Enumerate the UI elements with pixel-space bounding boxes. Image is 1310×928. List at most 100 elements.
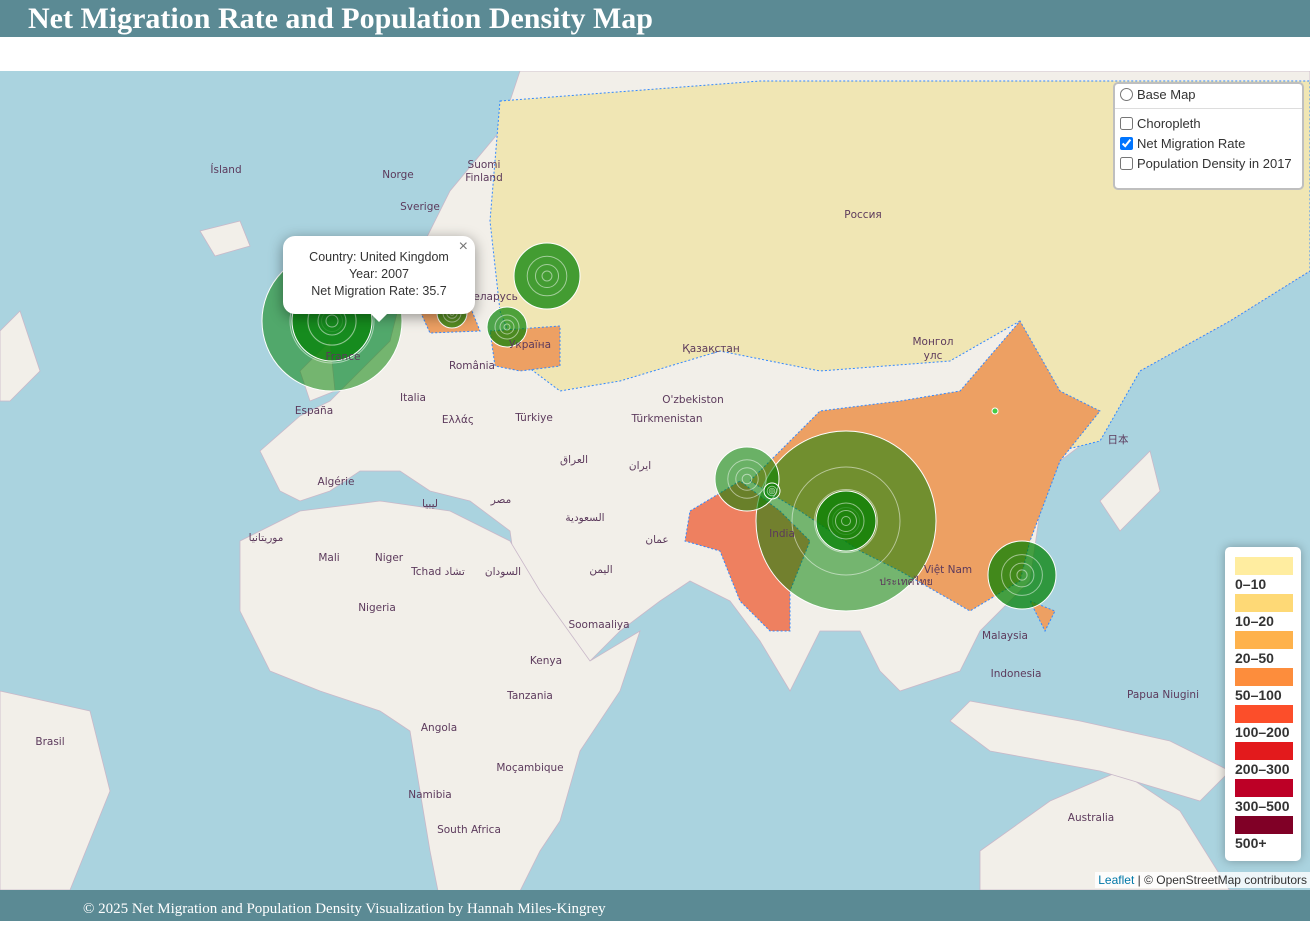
legend-swatch	[1235, 631, 1293, 649]
circle-ring	[766, 485, 778, 497]
attribution-text: | © OpenStreetMap contributors	[1137, 873, 1307, 887]
place-label: Türkiye	[514, 412, 553, 424]
overlay-label: Net Migration Rate	[1137, 135, 1246, 151]
migration-circle	[513, 242, 581, 310]
base-layer[interactable]: Base Map	[1115, 84, 1302, 104]
place-label: Algérie	[318, 476, 355, 488]
place-label: O'zbekiston	[662, 394, 723, 406]
circle-ring	[841, 516, 851, 526]
place-label: اليمن	[589, 564, 612, 576]
place-label: Sverige	[400, 201, 440, 213]
overlay-option[interactable]: Choropleth	[1115, 113, 1302, 133]
place-label: Niger	[375, 552, 404, 564]
legend-label: 200–300	[1235, 761, 1290, 777]
legend-swatch	[1235, 668, 1293, 686]
migration-circle	[486, 306, 528, 348]
legend-label: 500+	[1235, 835, 1267, 851]
legend-label: 50–100	[1235, 687, 1282, 703]
popup-line: Country: United Kingdom	[309, 250, 449, 264]
checkbox[interactable]	[1120, 116, 1133, 130]
checkbox[interactable]	[1120, 156, 1133, 170]
migration-circle	[714, 446, 780, 512]
overlay-label: Choropleth	[1137, 115, 1201, 131]
place-label: Mali	[318, 552, 339, 564]
circle-ring	[741, 473, 753, 485]
circle-ring	[526, 255, 568, 297]
legend-label: 300–500	[1235, 798, 1290, 814]
place-label: Ísland	[210, 163, 241, 176]
place-label: Tanzania	[506, 690, 553, 702]
legend-label: 100–200	[1235, 724, 1290, 740]
place-label: Moçambique	[496, 762, 563, 774]
circle-ring	[1009, 562, 1035, 588]
place-label: Қазақстан	[682, 343, 739, 355]
place-label: Namibia	[408, 789, 451, 801]
circle-ring	[534, 263, 560, 289]
place-label: Brasil	[35, 736, 64, 748]
popup-line: Year: 2007	[348, 267, 409, 281]
checkbox[interactable]	[1120, 136, 1133, 150]
circle-ring	[541, 270, 553, 282]
legend-swatch	[1235, 705, 1293, 723]
legend-label: 20–50	[1235, 650, 1274, 666]
place-label: улс	[924, 350, 943, 362]
circle-ring	[791, 466, 901, 576]
circle-ring	[1016, 569, 1028, 581]
marker	[991, 407, 999, 415]
migration-circle	[815, 490, 877, 552]
circle-ring	[770, 489, 774, 493]
circle-ring	[814, 489, 878, 553]
radio[interactable]	[1120, 87, 1133, 101]
legend-label: 0–10	[1235, 576, 1267, 592]
place-label: السعودية	[565, 512, 604, 524]
place-label: India	[769, 528, 795, 540]
place-label: العراق	[560, 454, 588, 466]
place-label: Finland	[465, 172, 503, 184]
place-label: Papua Niugini	[1127, 689, 1199, 701]
place-label: România	[449, 360, 495, 372]
place-label: Angola	[421, 722, 457, 734]
place-label: South Africa	[437, 824, 501, 836]
place-label: España	[295, 405, 333, 417]
legend-swatch	[1235, 816, 1293, 834]
circle-ring	[827, 502, 865, 540]
legend-swatch	[1235, 594, 1293, 612]
overlay-label: Population Density in 2017	[1137, 155, 1292, 171]
overlay-option[interactable]: Population Density in 2017	[1115, 153, 1302, 173]
circle-ring	[835, 510, 857, 532]
place-label: ایران	[629, 460, 651, 472]
place-label: Ελλάς	[442, 414, 474, 426]
circle-ring	[727, 459, 767, 499]
popup: × Country: United Kingdom Year: 2007 Net…	[283, 236, 475, 322]
place-label: Australia	[1068, 812, 1114, 824]
place-label: عمان	[645, 534, 668, 546]
circle-ring	[735, 467, 759, 491]
label: Base Map	[1137, 86, 1196, 102]
circle-ring	[1001, 554, 1043, 596]
place-label: France	[326, 351, 361, 363]
migration-circle	[987, 540, 1057, 610]
place-label: Việt Nam	[924, 564, 972, 576]
layer-control[interactable]: Base Map Choropleth Net Migration Rate Pop…	[1113, 82, 1304, 190]
place-label: Беларусь	[466, 291, 518, 303]
place-label: Soomaaliya	[568, 619, 629, 631]
place-label: Türkmenistan	[631, 413, 703, 425]
circle-ring	[503, 323, 511, 331]
overlay-option[interactable]: Net Migration Rate	[1115, 133, 1302, 153]
place-label: ประเทศไทย	[879, 575, 932, 588]
place-label: Tchad تشاد	[410, 566, 465, 578]
legend-swatch	[1235, 742, 1293, 760]
close-button[interactable]: ×	[458, 238, 468, 255]
place-label: Монгол	[912, 336, 953, 348]
leaflet-link[interactable]: Leaflet	[1098, 873, 1135, 887]
place-label: Україна	[509, 339, 551, 351]
popup-line: Net Migration Rate: 35.7	[311, 284, 447, 298]
footer-text: © 2025 Net Migration and Population Dens…	[83, 901, 606, 917]
legend: 0–10 10–20 20–50 50–100 100–200 200–300 300–50…	[1225, 547, 1301, 861]
circle-ring	[499, 319, 515, 335]
header: Net Migration Rate and Population Densit…	[0, 0, 1310, 37]
place-label: ليبيا	[422, 498, 438, 510]
title: Net Migration Rate and Population Densit…	[28, 2, 653, 35]
